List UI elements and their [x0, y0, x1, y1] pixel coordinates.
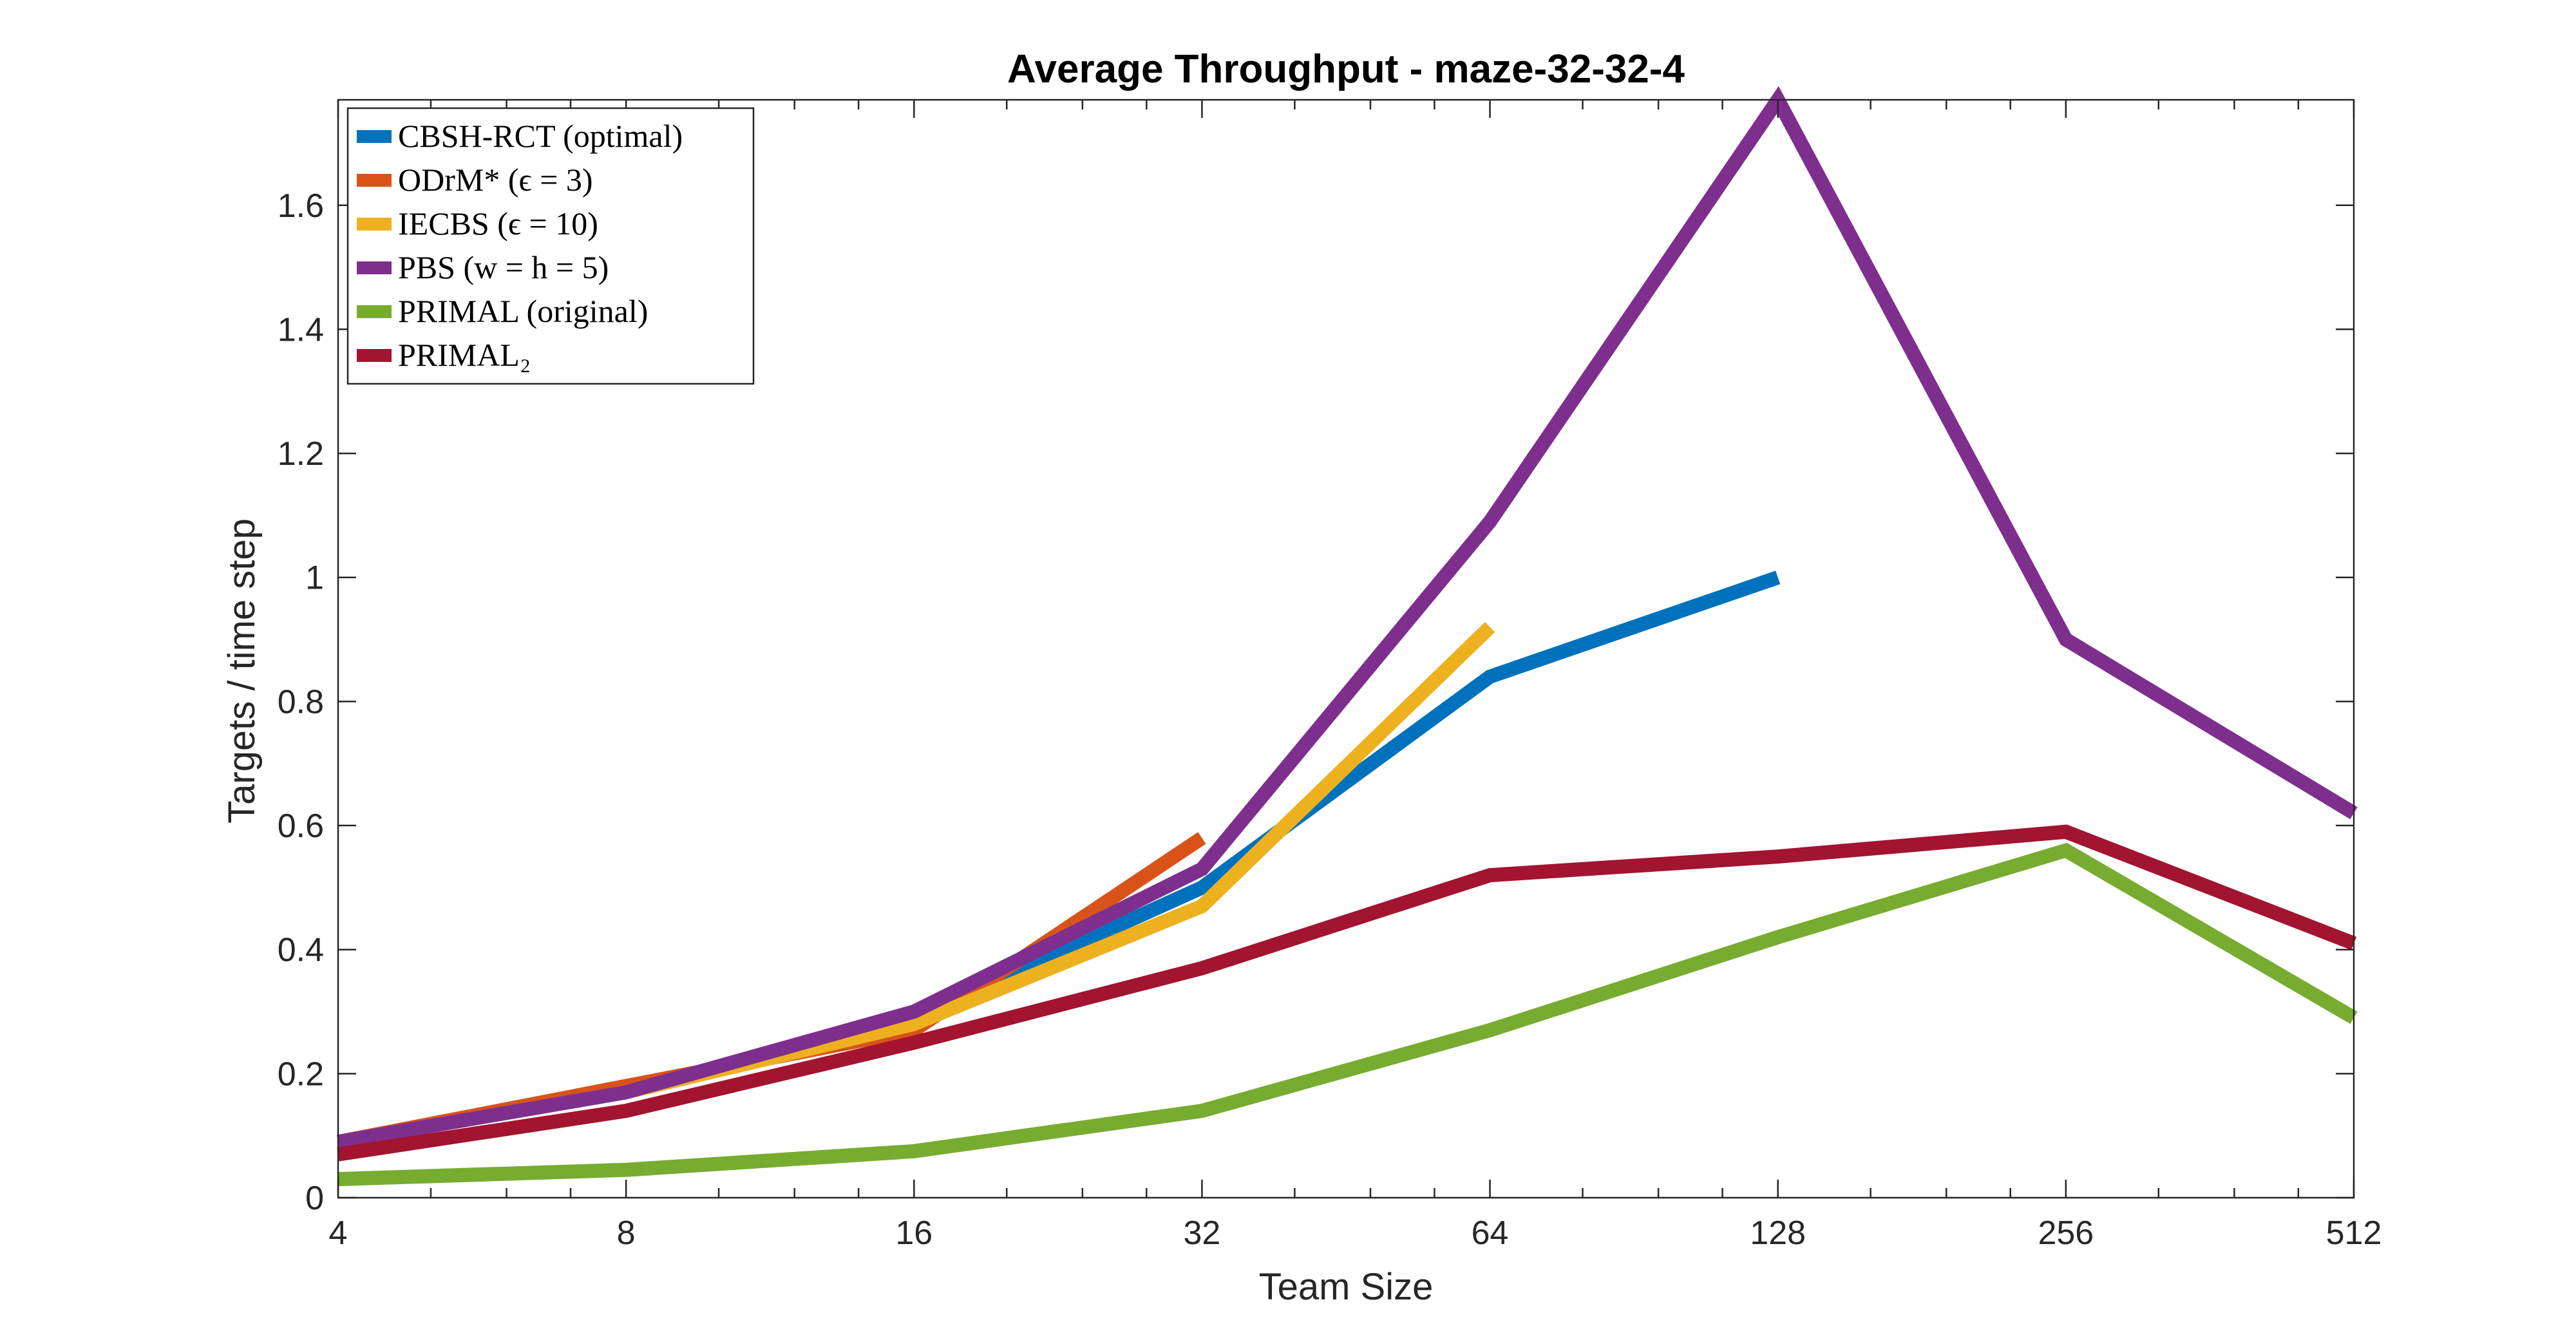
y-tick-label: 1.2 [278, 435, 324, 473]
series-line-0 [337, 571, 1781, 1149]
legend-label-2: IECBS (ϵ = 10) [398, 205, 598, 241]
series-line-5 [337, 824, 2356, 1162]
x-tick-label: 512 [2326, 1214, 2382, 1252]
axes-box [337, 99, 2355, 1199]
y-tick-label: 1 [305, 560, 324, 597]
y-tick-label: 0.6 [278, 807, 324, 845]
axes: 4 8 16 32 64 128 256 512 0 0.2 0.4 0.6 0.8 1 1.2 1.4 1.6 [278, 99, 2382, 1252]
x-tick-label: 256 [2038, 1214, 2094, 1252]
plot-area [336, 86, 2358, 1187]
legend-label-0: CBSH-RCT (optimal) [398, 118, 683, 154]
legend-label-4: PRIMAL (original) [398, 293, 648, 329]
y-tick-label: 0.4 [278, 932, 324, 969]
series-line-2 [337, 621, 1495, 1149]
x-tick-label: 128 [1750, 1214, 1806, 1252]
y-tick-label: 0.2 [278, 1055, 324, 1093]
legend-label-5: PRIMAL₂ [398, 337, 531, 373]
x-tick-label: 8 [617, 1214, 636, 1252]
chart-title: Average Throughput - maze-32-32-4 [1007, 47, 1685, 91]
legend-box [346, 107, 755, 385]
x-axis-label: Team Size [1259, 1266, 1434, 1308]
y-tick-label: 0 [305, 1180, 324, 1217]
y-tick-label: 1.6 [278, 187, 324, 225]
series-line-1 [336, 832, 1206, 1149]
x-tick-label: 32 [1184, 1214, 1221, 1252]
series-line-4 [337, 842, 2358, 1187]
y-tick-label: 1.4 [278, 311, 324, 348]
series-line-3 [337, 86, 2358, 1149]
x-tick-label: 16 [895, 1214, 933, 1252]
y-axis-label: Targets / time step [221, 518, 263, 824]
y-tick-label: 0.8 [278, 683, 324, 721]
legend-label-1: ODrM* (ϵ = 3) [398, 162, 593, 198]
x-tick-label: 64 [1472, 1214, 1509, 1252]
x-tick-label: 4 [329, 1214, 348, 1252]
legend: CBSH-RCT (optimal) ODrM* (ϵ = 3) IECBS (ϵ … [346, 107, 755, 385]
legend-label-3: PBS (w = h = 5) [398, 249, 609, 285]
